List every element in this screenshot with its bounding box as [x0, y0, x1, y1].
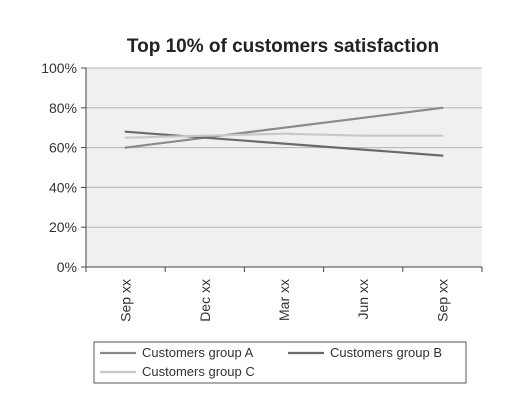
legend-box	[93, 341, 467, 384]
series-line-c	[124, 132, 444, 139]
y-tick-label: 60%	[49, 140, 77, 156]
y-tick-label: 80%	[49, 100, 77, 116]
legend-label: Customers group B	[330, 345, 442, 360]
y-tick-label: 0%	[57, 259, 77, 275]
y-tick-label: 100%	[41, 60, 77, 76]
chart-title: Top 10% of customers satisfaction	[127, 36, 439, 57]
x-tick-label: Jun xx	[355, 279, 371, 319]
x-tick-label: Sep xx	[118, 279, 134, 322]
x-tick-label: Sep xx	[434, 279, 450, 322]
y-tick-label: 20%	[49, 219, 77, 235]
plot-background	[86, 68, 482, 267]
x-tick-label: Dec xx	[197, 279, 213, 322]
legend-label: Customers group A	[142, 345, 254, 360]
x-tick-label: Mar xx	[276, 279, 292, 321]
legend: Customers group A Customers group B Custom…	[93, 341, 467, 384]
legend-label: Customers group C	[142, 364, 255, 379]
y-tick-label: 40%	[49, 179, 77, 195]
plot-area: 0% 20% 40% 60% 80% 100% Sep xx Dec xx Mar xx Jun …	[41, 60, 483, 322]
series-line-a	[124, 106, 444, 149]
